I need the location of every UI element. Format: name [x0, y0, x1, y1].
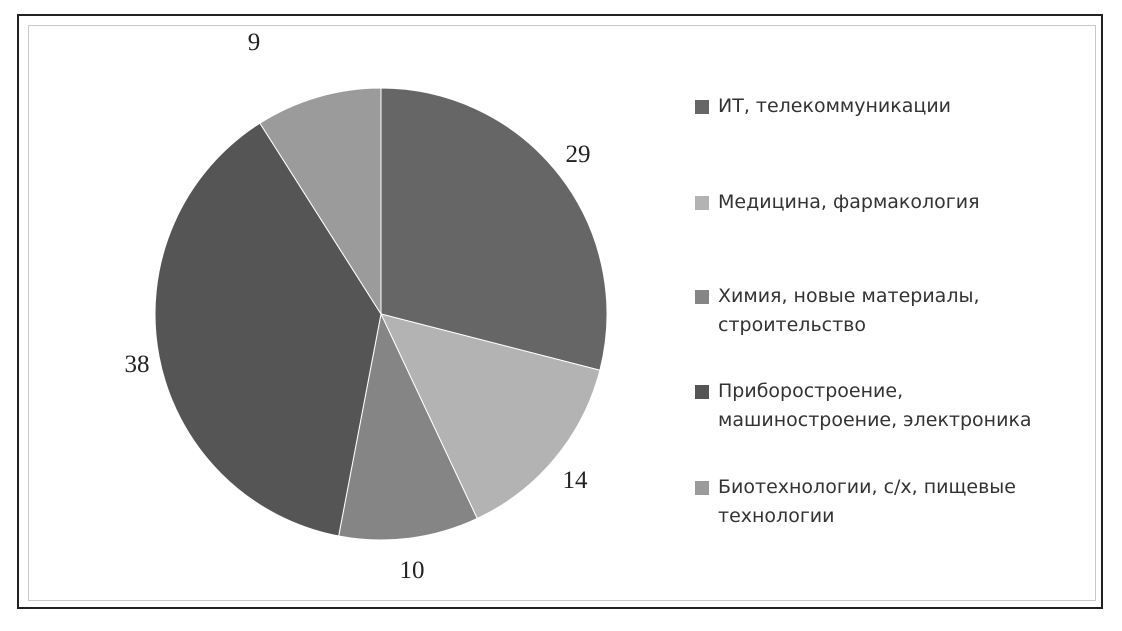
data-label: 14 — [563, 467, 589, 494]
legend-item: Биотехнологии, с/х, пищевые технологии — [695, 473, 1016, 531]
legend-item: Приборостроение, машиностроение, электрон… — [695, 377, 1032, 435]
pie-slice-0 — [380, 87, 608, 371]
legend-item: Химия, новые материалы, строительство — [695, 282, 980, 340]
pie-slice-3 — [154, 122, 382, 537]
legend-label: машиностроение, электроника — [718, 409, 1032, 431]
legend-swatch — [695, 481, 709, 495]
pie-slice-1 — [380, 313, 601, 520]
legend-label: Приборостроение, — [718, 380, 904, 402]
legend-label: Биотехнологии, с/х, пищевые — [718, 476, 1016, 498]
pie-slice-4 — [259, 87, 382, 316]
pie-slice-2 — [338, 312, 478, 541]
legend-swatch — [695, 290, 709, 304]
legend-swatch — [695, 196, 709, 210]
data-label: 9 — [248, 29, 261, 56]
legend-label: технологии — [718, 505, 835, 527]
chart-area — [28, 25, 1096, 601]
legend-label: ИТ, телекоммуникации — [718, 95, 952, 117]
legend-swatch — [695, 385, 709, 399]
legend-label: Медицина, фармакология — [718, 191, 980, 213]
data-label: 29 — [566, 141, 591, 168]
legend-item: ИТ, телекоммуникации — [695, 92, 951, 121]
legend-label: Химия, новые материалы, — [718, 285, 980, 307]
data-label: 38 — [125, 351, 150, 378]
chart-frame — [17, 14, 1103, 609]
legend-swatch — [695, 100, 709, 114]
legend-item: Медицина, фармакология — [695, 188, 980, 217]
data-label: 10 — [400, 557, 425, 584]
legend-label: строительство — [718, 314, 866, 336]
